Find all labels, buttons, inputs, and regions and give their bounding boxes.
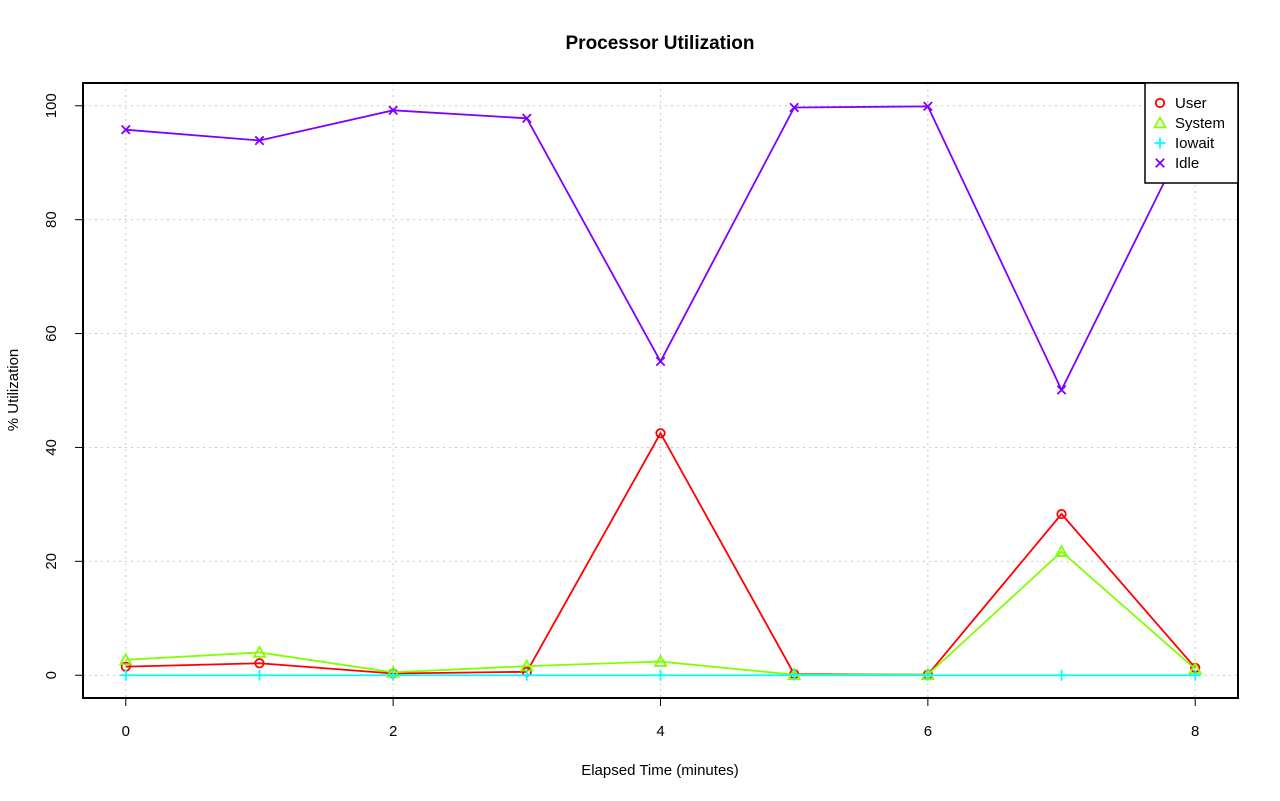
data-point-system: [118, 652, 133, 666]
legend-marker-user: [1154, 97, 1166, 109]
x-tick-label: 2: [389, 723, 397, 740]
chart-title: Processor Utilization: [566, 33, 755, 54]
legend-marker-system: [1152, 115, 1168, 129]
series-iowait: [120, 669, 1201, 681]
data-point-iowait: [655, 669, 666, 681]
legend-label-iowait: Iowait: [1175, 135, 1215, 152]
y-axis-label: % Utilization: [5, 349, 22, 432]
x-axis-label: Elapsed Time (minutes): [581, 762, 739, 779]
data-point-idle: [789, 102, 800, 113]
legend-marker-idle: [1155, 158, 1165, 168]
data-point-iowait: [387, 669, 399, 681]
data-point-idle: [923, 101, 933, 112]
legend-label-idle: Idle: [1175, 155, 1199, 172]
legend-label-user: User: [1175, 95, 1207, 112]
data-point-idle: [120, 124, 131, 135]
legend-entry-system: System: [1152, 115, 1225, 132]
y-tick-label: 80: [43, 211, 60, 228]
data-point-system: [1054, 544, 1069, 557]
data-point-idle: [521, 113, 532, 124]
y-tick-label: 100: [43, 93, 60, 118]
y-tick-label: 0: [43, 671, 60, 679]
legend-entry-user: User: [1154, 95, 1207, 112]
data-point-iowait: [120, 669, 132, 681]
series-line-user: [125, 431, 1196, 676]
series-layer: [118, 101, 1203, 681]
x-tick-label: 0: [122, 723, 130, 740]
y-tick-label: 40: [43, 439, 60, 456]
data-point-iowait: [788, 669, 800, 681]
x-tick-label: 8: [1191, 723, 1199, 740]
legend-label-system: System: [1175, 115, 1225, 132]
data-point-user: [655, 428, 666, 439]
data-point-idle: [254, 135, 265, 146]
data-point-system: [252, 645, 267, 658]
series-idle: [120, 101, 1201, 395]
legend-entry-iowait: Iowait: [1154, 135, 1215, 152]
data-point-iowait: [521, 669, 533, 681]
series-line-system: [125, 550, 1196, 676]
data-point-iowait: [1189, 669, 1201, 681]
y-tick-label: 20: [43, 553, 60, 570]
data-point-idle: [388, 105, 398, 116]
legend-entry-idle: Idle: [1155, 155, 1199, 172]
series-system: [118, 544, 1203, 680]
y-tick-label: 60: [43, 325, 60, 342]
data-point-user: [254, 658, 265, 669]
data-point-idle: [1056, 385, 1067, 395]
x-tick-label: 6: [924, 723, 932, 740]
x-tick-label: 4: [656, 723, 664, 740]
legend: User System Iowait Idle: [1144, 82, 1239, 184]
data-point-system: [653, 654, 668, 667]
data-point-iowait: [253, 669, 265, 681]
data-point-idle: [655, 356, 666, 367]
data-point-iowait: [922, 669, 934, 681]
grid-layer: [83, 83, 1238, 698]
data-point-iowait: [1056, 669, 1068, 681]
data-point-user: [1056, 508, 1067, 520]
legend-marker-iowait: [1154, 137, 1166, 149]
